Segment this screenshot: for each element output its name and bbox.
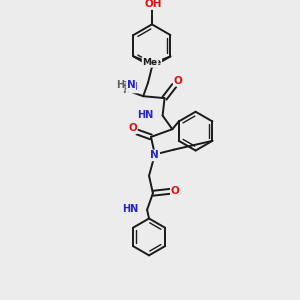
Text: N: N bbox=[127, 80, 136, 90]
Text: Me: Me bbox=[146, 58, 161, 67]
Text: OH: OH bbox=[144, 0, 162, 9]
Text: N: N bbox=[129, 82, 138, 92]
Text: HN: HN bbox=[137, 110, 153, 120]
Text: H: H bbox=[122, 85, 130, 95]
Text: O: O bbox=[174, 76, 182, 86]
Text: O: O bbox=[171, 186, 180, 196]
Text: O: O bbox=[128, 123, 137, 133]
Text: 2: 2 bbox=[123, 80, 128, 86]
Text: HN: HN bbox=[122, 204, 138, 214]
Text: H: H bbox=[116, 80, 124, 90]
Text: N: N bbox=[151, 150, 159, 161]
Text: Me: Me bbox=[142, 58, 158, 67]
